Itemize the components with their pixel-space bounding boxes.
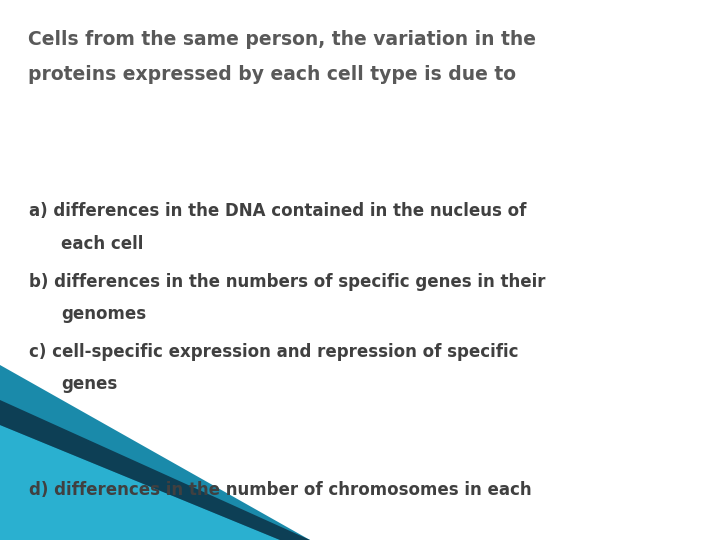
Polygon shape <box>0 400 310 540</box>
Text: genes: genes <box>61 375 117 393</box>
Text: each cell: each cell <box>61 235 143 253</box>
Text: c) cell-specific expression and repression of specific: c) cell-specific expression and repressi… <box>29 343 518 361</box>
Polygon shape <box>0 425 280 540</box>
Text: a) differences in the DNA contained in the nucleus of: a) differences in the DNA contained in t… <box>29 202 526 220</box>
Text: genomes: genomes <box>61 305 146 323</box>
Text: b) differences in the numbers of specific genes in their: b) differences in the numbers of specifi… <box>29 273 545 291</box>
Text: Cells from the same person, the variation in the: Cells from the same person, the variatio… <box>28 30 536 49</box>
Text: d) differences in the number of chromosomes in each: d) differences in the number of chromoso… <box>29 481 531 498</box>
Polygon shape <box>0 365 310 540</box>
Text: proteins expressed by each cell type is due to: proteins expressed by each cell type is … <box>28 65 516 84</box>
